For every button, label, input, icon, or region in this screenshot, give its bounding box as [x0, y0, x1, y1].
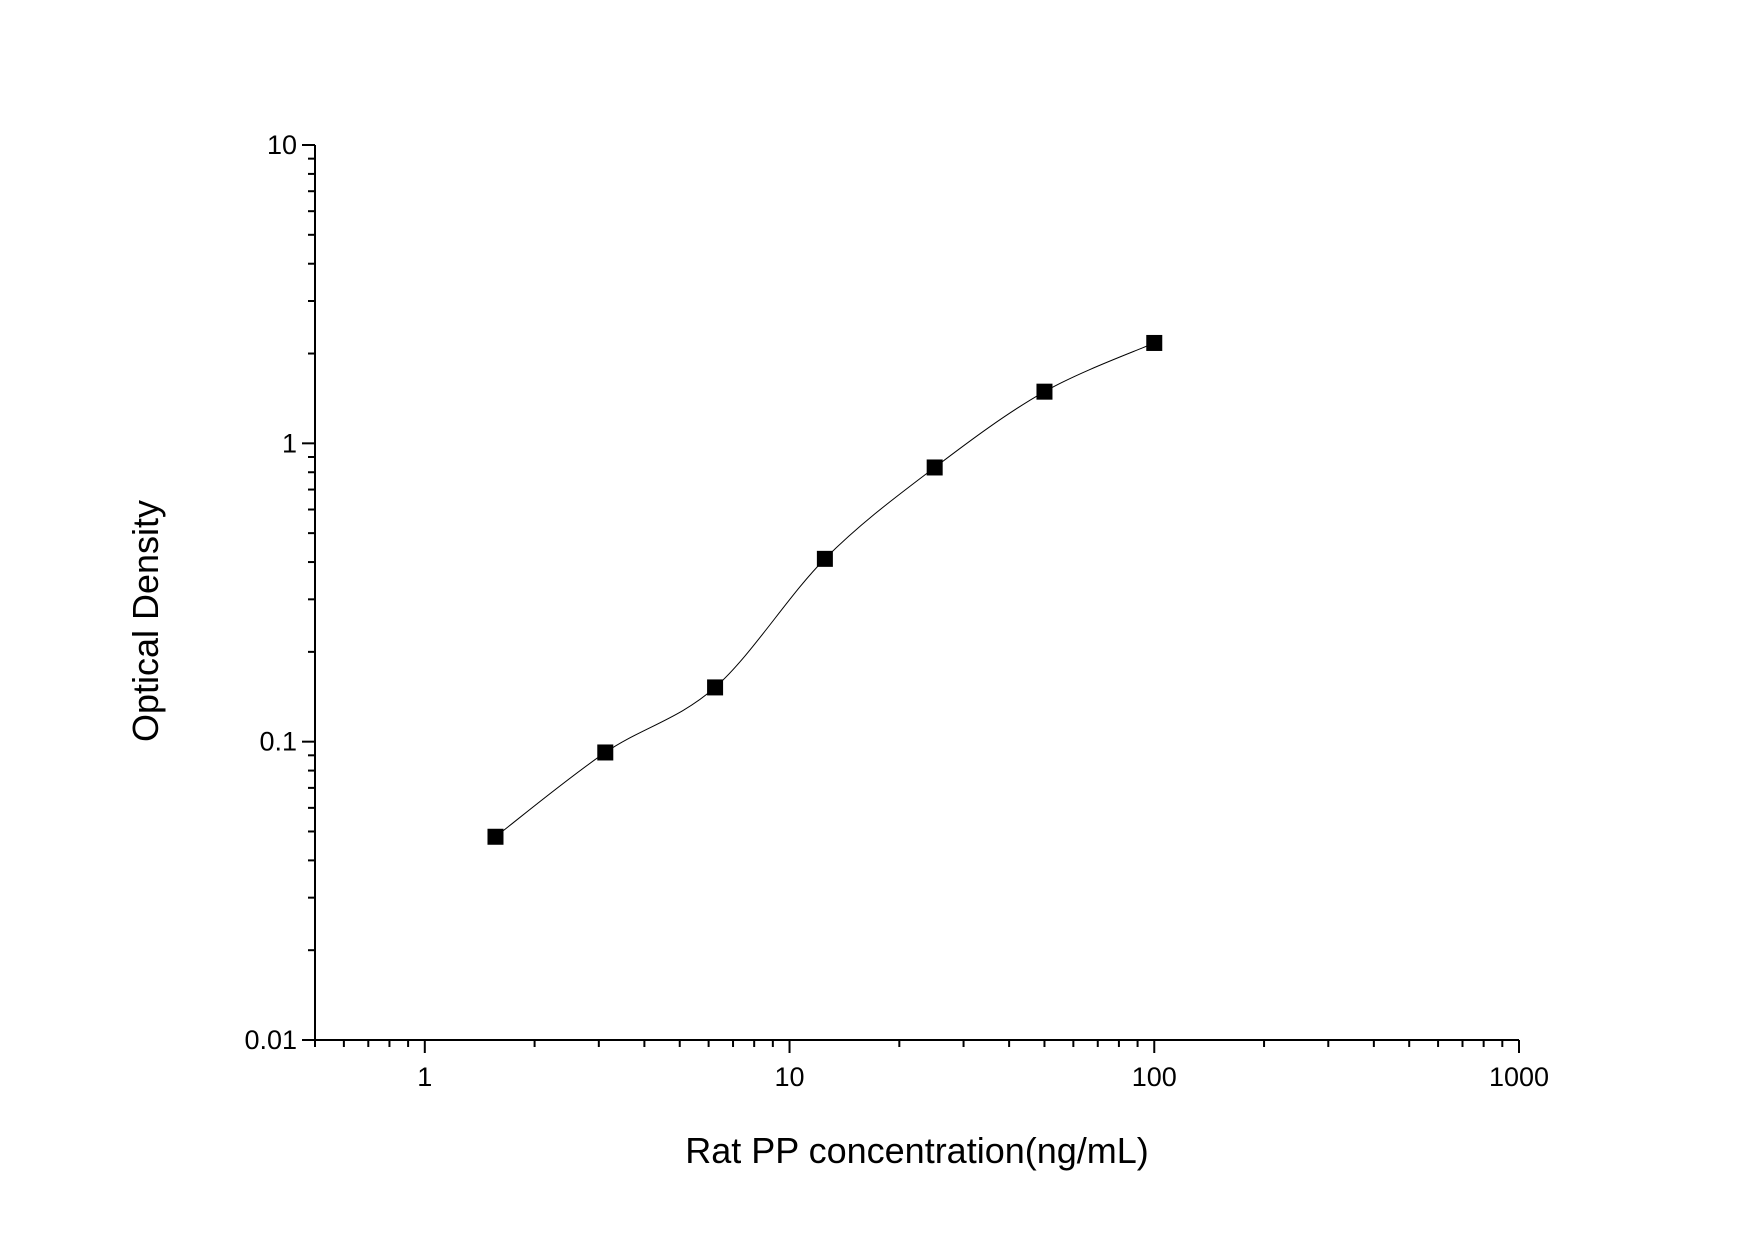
y-tick-label: 1 [282, 428, 297, 458]
data-point [707, 679, 724, 696]
y-tick-label: 10 [267, 130, 297, 160]
y-tick-label: 0.01 [244, 1025, 297, 1055]
x-tick-label: 100 [1132, 1062, 1177, 1092]
data-point [926, 459, 943, 476]
data-point [597, 744, 614, 761]
y-tick-label: 0.1 [259, 727, 297, 757]
x-tick-label: 1000 [1489, 1062, 1549, 1092]
x-tick-label: 10 [775, 1062, 805, 1092]
data-point [1036, 383, 1053, 400]
data-point [1146, 334, 1163, 351]
data-point [816, 550, 833, 567]
data-point [487, 828, 504, 845]
y-axis-title: Optical Density [125, 500, 166, 742]
fit-curve [495, 342, 1155, 838]
x-axis-title: Rat PP concentration(ng/mL) [685, 1130, 1149, 1171]
x-tick-label: 1 [417, 1062, 432, 1092]
